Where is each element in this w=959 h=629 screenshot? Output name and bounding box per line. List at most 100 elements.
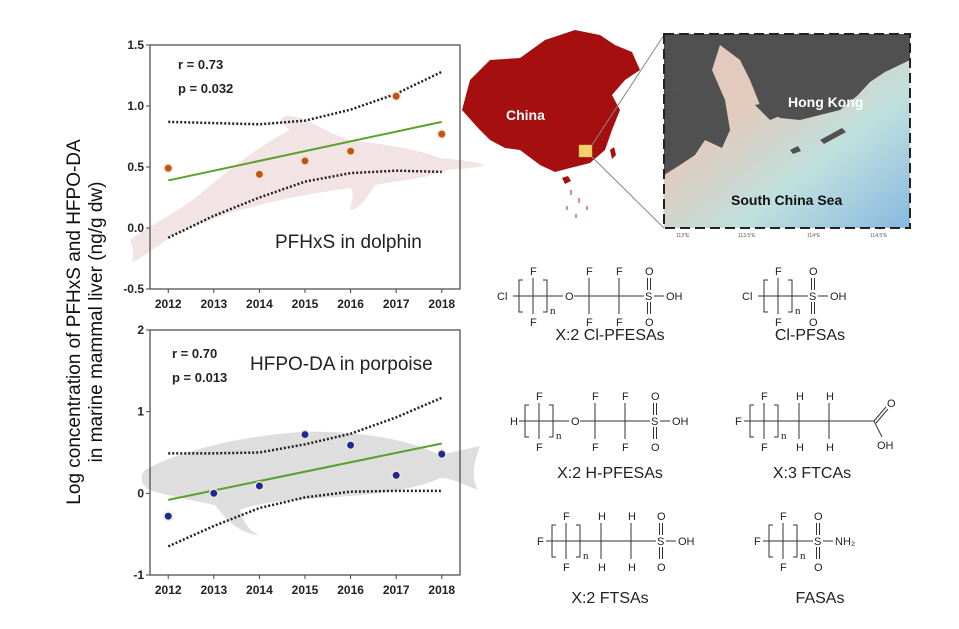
atom-label: F xyxy=(780,511,787,523)
data-point xyxy=(436,449,447,460)
bracket-left xyxy=(551,524,556,558)
y-tick-label: 2 xyxy=(137,323,144,337)
x-tick-label: 2012 xyxy=(155,297,182,311)
atom-label: OH xyxy=(678,536,695,548)
lon-tick: 114°E xyxy=(807,233,821,239)
structure-name: X:2 H-PFESAs xyxy=(557,465,663,482)
lon-tick: 114.5°E xyxy=(870,233,888,239)
atom-label: F xyxy=(775,317,782,329)
atom-label: H xyxy=(598,562,606,574)
y-tick-label: 0.0 xyxy=(127,221,144,235)
zoom-connector xyxy=(591,34,665,146)
atom-label: O xyxy=(651,391,660,403)
trend-line xyxy=(168,120,442,182)
ci-lower-line xyxy=(167,169,442,239)
x-tick-label: 2015 xyxy=(292,583,319,597)
y-tick-label: 1 xyxy=(137,405,144,419)
china-shape xyxy=(462,30,640,172)
p-value: p = 0.032 xyxy=(178,81,233,96)
x-tick-label: 2018 xyxy=(428,583,455,597)
data-point xyxy=(436,129,447,140)
r-value: r = 0.70 xyxy=(172,346,217,361)
atom-label: O xyxy=(809,317,818,329)
atom-label: F xyxy=(735,416,742,428)
atom-label: F xyxy=(563,562,570,574)
china-map: China xyxy=(462,30,665,229)
structure-name: X:2 Cl-PFESAs xyxy=(555,327,664,344)
atom-label: OH xyxy=(877,440,894,452)
zoom-connector xyxy=(591,156,665,229)
atom-label: O xyxy=(657,562,666,574)
atom-label: F xyxy=(761,442,768,454)
data-point xyxy=(254,169,265,180)
atom-label: F xyxy=(775,266,782,278)
atom-label: F xyxy=(761,391,768,403)
dolphin-silhouette xyxy=(130,115,485,262)
atom-label: F xyxy=(616,317,623,329)
atom-label: F xyxy=(586,266,593,278)
bracket-right xyxy=(576,524,581,558)
south-china-sea-islands xyxy=(566,190,588,218)
atom-label: Cl xyxy=(497,291,507,303)
atom-label: O xyxy=(657,511,666,523)
atom-label: F xyxy=(592,391,599,403)
bond xyxy=(873,406,887,422)
x-tick-label: 2013 xyxy=(200,583,227,597)
y-tick-label: -1 xyxy=(133,568,144,582)
structure-name: X:3 FTCAs xyxy=(773,465,851,482)
x-tick-label: 2012 xyxy=(155,583,182,597)
structure-name: FASAs xyxy=(796,590,845,607)
atom-label: OH xyxy=(666,291,683,303)
atom-label: S xyxy=(809,291,816,303)
chart-pfhxs-dolphin: 1.5 1.0 0.5 0.0 -0.5 2012 2013 2014 2015 2016 2017… xyxy=(123,38,485,311)
taiwan-island xyxy=(610,147,616,159)
bracket-right xyxy=(774,404,779,438)
atom-label: S xyxy=(645,291,652,303)
south-china-sea-label: South China Sea xyxy=(731,192,842,208)
atom-label: O xyxy=(651,442,660,454)
lon-tick: 113°E xyxy=(676,233,690,239)
atom-label: O xyxy=(887,398,896,410)
data-point xyxy=(254,481,265,491)
atom-label: O xyxy=(571,416,580,428)
atom-label: S xyxy=(651,416,658,428)
porpoise-silhouette xyxy=(141,431,480,535)
repeat-subscript: n xyxy=(556,430,562,442)
lon-tick: 113.5°E xyxy=(738,233,756,239)
bracket-left xyxy=(524,404,529,438)
x-tick-label: 2014 xyxy=(246,583,273,597)
bracket-right xyxy=(543,279,548,313)
data-point xyxy=(300,155,310,166)
atom-label: F xyxy=(586,317,593,329)
atom-label: F xyxy=(780,562,787,574)
atom-label: O xyxy=(645,317,654,329)
chart-title: PFHxS in dolphin xyxy=(275,232,422,253)
repeat-subscript: n xyxy=(781,430,787,442)
atom-label: H xyxy=(826,442,834,454)
lat-tick: 22°N xyxy=(666,156,678,162)
atom-label: S xyxy=(814,536,821,548)
atom-label: OH xyxy=(830,291,847,303)
x-tick-label: 2017 xyxy=(383,583,410,597)
bracket-right xyxy=(793,524,798,558)
atom-label: H xyxy=(598,511,606,523)
atom-label: H xyxy=(628,562,636,574)
atom-label: F xyxy=(592,442,599,454)
y-tick-label: 1.0 xyxy=(127,99,144,113)
x-tick-label: 2013 xyxy=(200,297,227,311)
data-point xyxy=(391,91,402,102)
inset-map: Hong Kong South China Sea 22.5°N 22°N 11… xyxy=(663,33,911,239)
y-tick-label: 0.5 xyxy=(127,160,144,174)
data-point xyxy=(208,488,219,499)
atom-label: F xyxy=(754,536,761,548)
land-area xyxy=(664,34,910,175)
atom-label: O xyxy=(814,511,823,523)
data-point xyxy=(163,163,174,174)
x-tick-label: 2015 xyxy=(292,297,319,311)
hainan-island xyxy=(562,176,571,184)
y-axis-label-line1: Log concentration of PFHxS and HFPO-DA xyxy=(64,139,85,505)
